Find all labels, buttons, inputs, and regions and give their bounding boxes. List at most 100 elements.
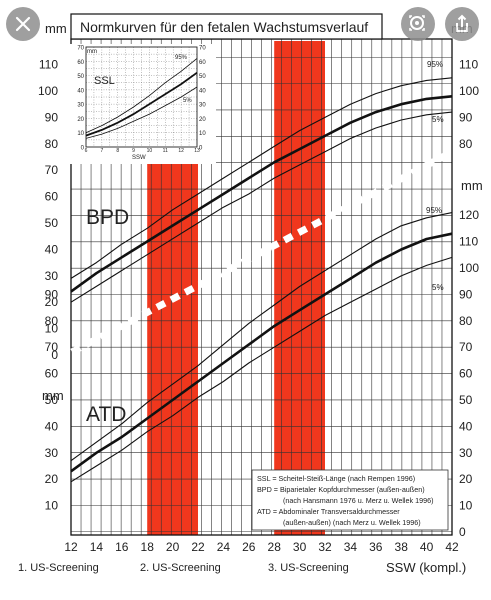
share-icon xyxy=(456,14,468,32)
bpd-left-tick: 100 xyxy=(38,84,58,98)
atd-left-tick: 30 xyxy=(45,446,59,460)
atd-right-tick: 90 xyxy=(459,287,473,301)
atd-right-tick: 0 xyxy=(459,525,466,539)
atd-right-tick: 80 xyxy=(459,314,473,328)
ssl-left-tick: 0 xyxy=(81,146,85,152)
ssl-left-tick: 40 xyxy=(77,88,84,94)
bpd-curve-5pct xyxy=(70,111,453,303)
ssl-left-tick: 70 xyxy=(77,46,84,52)
x-tick: 38 xyxy=(395,540,409,554)
ssl-right-tick: 0 xyxy=(199,146,203,152)
ssl-frame xyxy=(85,46,198,148)
bpd-left-tick: 60 xyxy=(45,190,59,204)
legend-line-4: ATD = Abdominaler Transversaldurchmesser xyxy=(257,507,400,516)
share-button[interactable] xyxy=(445,7,479,41)
atd-curve-50pct xyxy=(70,232,453,473)
atd-right-tick: 20 xyxy=(459,472,473,486)
legend-line-2: BPD = Biparietaler Kopfdurchmesser (auße… xyxy=(257,485,425,494)
x-tick: 36 xyxy=(369,540,383,554)
ssl-x-tick: 8 xyxy=(116,148,119,154)
x-tick: 40 xyxy=(420,540,434,554)
bpd-left-tick: 50 xyxy=(45,216,59,230)
ssl-section-label: SSL xyxy=(94,75,115,87)
ssl-right-tick: 70 xyxy=(199,46,206,52)
title-box xyxy=(70,13,383,40)
section-divider xyxy=(70,148,454,356)
bpd-left-tick: 30 xyxy=(45,269,59,283)
atd-left-tick: 10 xyxy=(45,499,59,513)
atd-left-tick: 60 xyxy=(45,367,59,381)
bpd-left-tick: 110 xyxy=(39,58,58,72)
x-tick: 20 xyxy=(166,540,180,554)
close-button[interactable] xyxy=(6,7,40,41)
ssl-left-tick: 20 xyxy=(77,117,84,123)
ssl-curve-50pct xyxy=(85,71,198,137)
ssl-x-tick: 12 xyxy=(178,148,184,154)
x-tick: 34 xyxy=(344,540,358,554)
atd-left-tick: 50 xyxy=(45,393,59,407)
bpd-left-tick: 0 xyxy=(51,348,58,362)
atd-left-tick: 90 xyxy=(45,287,59,301)
ssl-x-tick: 6 xyxy=(85,148,88,154)
atd-right-tick: 110 xyxy=(459,235,478,249)
x-tick: 18 xyxy=(141,540,155,554)
x-tick: 22 xyxy=(191,540,205,554)
atd-curve-95pct xyxy=(70,212,453,462)
ssl-left-tick: 50 xyxy=(77,74,84,80)
legend-box xyxy=(251,469,449,531)
atd-unit-label-right: mm xyxy=(461,178,483,193)
bpd-section-label: BPD xyxy=(86,206,129,229)
x-tick: 12 xyxy=(64,540,78,554)
atd-right-tick: 60 xyxy=(459,367,473,381)
ssl-right-tick: 50 xyxy=(199,74,206,80)
bpd-left-tick: 40 xyxy=(45,242,59,256)
x-tick: 30 xyxy=(293,540,307,554)
ssl-right-tick: 10 xyxy=(199,131,206,137)
screening-label-2: 2. US-Screening xyxy=(140,562,221,574)
bpd-unit-label-left: mm xyxy=(45,21,67,36)
bpd-label-95: 95% xyxy=(427,60,443,69)
bpd-right-tick: 110 xyxy=(459,58,478,72)
atd-label-5: 5% xyxy=(432,283,444,292)
atd-right-tick: 10 xyxy=(459,499,473,513)
atd-curve-5pct xyxy=(70,256,453,483)
ssl-unit-label: mm xyxy=(87,49,97,55)
atd-right-tick: 100 xyxy=(459,261,479,275)
x-tick: 42 xyxy=(445,540,459,554)
x-tick: 32 xyxy=(318,540,332,554)
ssl-x-tick: 10 xyxy=(147,148,153,154)
atd-right-tick: 40 xyxy=(459,419,473,433)
atd-right-tick: 50 xyxy=(459,393,473,407)
atd-label-95: 95% xyxy=(426,206,442,215)
bpd-curve-95pct xyxy=(70,77,453,279)
close-icon xyxy=(15,16,31,32)
atd-right-tick: 30 xyxy=(459,446,473,460)
bpd-left-tick: 20 xyxy=(45,295,59,309)
screening-label-3: 3. US-Screening xyxy=(268,562,349,574)
ssl-label-5: 5% xyxy=(183,98,192,104)
ssl-right-tick: 60 xyxy=(199,60,206,66)
bpd-right-tick: 100 xyxy=(459,84,479,98)
bpd-right-tick: 90 xyxy=(459,110,473,124)
ssl-left-tick: 60 xyxy=(77,60,84,66)
ssl-x-tick: 9 xyxy=(132,148,135,154)
x-tick: 14 xyxy=(90,540,104,554)
atd-right-tick: 70 xyxy=(459,340,473,354)
bpd-label-5: 5% xyxy=(432,115,444,124)
atd-right-tick: 120 xyxy=(459,208,479,222)
x-tick: 26 xyxy=(242,540,256,554)
visual-search-icon xyxy=(409,15,425,31)
ssl-x-label: SSW xyxy=(132,155,146,161)
ssl-curve-95pct xyxy=(85,58,198,134)
atd-section-label: ATD xyxy=(86,403,126,426)
bpd-right-tick: 80 xyxy=(459,137,473,151)
ssl-curve-5pct xyxy=(85,86,198,139)
x-tick: 28 xyxy=(268,540,282,554)
screening-label-1: 1. US-Screening xyxy=(18,562,99,574)
atd-left-tick: 70 xyxy=(45,340,59,354)
ssl-x-tick: 13 xyxy=(194,148,200,154)
atd-left-tick: 80 xyxy=(45,314,59,328)
ssl-left-tick: 30 xyxy=(77,103,84,109)
visual-search-button[interactable] xyxy=(401,7,435,41)
